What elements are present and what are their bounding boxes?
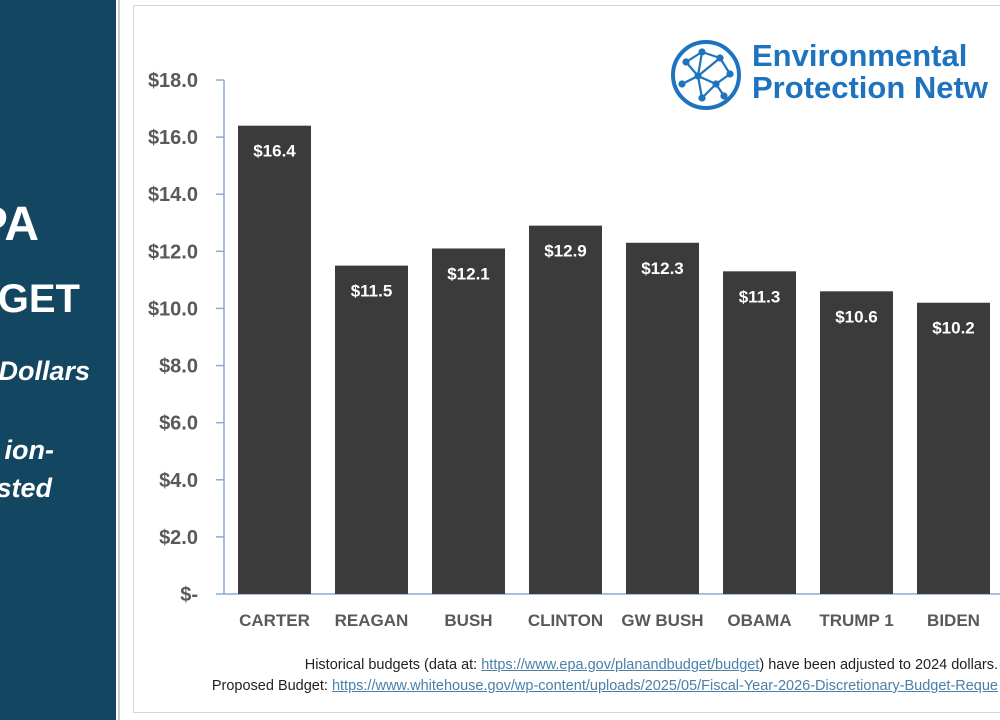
bar-data-label: $11.5 (351, 282, 393, 301)
bar (626, 242, 699, 594)
bar (529, 225, 602, 594)
x-category-label: TRUMP 1 (819, 611, 893, 630)
chart-frame: $- $2.0 $4.0 $6.0 $8.0 $10.0 $12.0 $14.0 $16.0 $1… (133, 5, 1000, 713)
y-tick-label: $12.0 (148, 241, 198, 263)
bar (723, 271, 796, 594)
y-tick-label: $10.0 (148, 298, 198, 320)
bar-data-label: $11.3 (739, 287, 781, 306)
panel-divider (118, 0, 120, 720)
x-category-label: BIDEN (927, 611, 980, 630)
subtitle-line-3: sted (0, 473, 52, 503)
bar (432, 248, 505, 594)
bar (335, 265, 408, 594)
whitehouse-budget-link[interactable]: https://www.whitehouse.gov/wp-content/up… (331, 678, 998, 694)
logo-wordmark: Environmental Protection Netw (752, 40, 988, 104)
x-category-label: CLINTON (528, 611, 603, 630)
bar-data-label: $10.2 (932, 319, 975, 338)
logo-line-2: Protection Netw (752, 70, 988, 105)
y-tick-label: $8.0 (159, 356, 198, 378)
epn-logo: Environmental Protection Netw (668, 38, 1000, 112)
x-category-label: CARTER (239, 611, 310, 630)
y-tick-label: $6.0 (159, 413, 198, 435)
subtitle-line-2: ion- (4, 435, 54, 465)
bar (820, 291, 893, 594)
bar-chart: $- $2.0 $4.0 $6.0 $8.0 $10.0 $12.0 $14.0 $16.0 $1… (148, 70, 1000, 630)
title-line-2: GET (0, 277, 80, 321)
network-globe-icon (671, 40, 741, 110)
bar (917, 302, 990, 594)
bar (238, 125, 311, 594)
title-line-1: PA (0, 198, 39, 251)
title-panel: PA GET Dollars ion- sted (0, 0, 116, 720)
y-tick-label: $2.0 (159, 527, 198, 549)
bar-data-label: $12.3 (641, 259, 684, 278)
subtitle-line-1: Dollars (0, 356, 90, 386)
bar-data-label: $12.9 (544, 242, 587, 261)
bar-data-label: $10.6 (835, 307, 878, 326)
epa-budget-link[interactable]: https://www.epa.gov/planandbudget/budget (481, 657, 760, 673)
footnote-2-prefix: Proposed Budget: (211, 678, 332, 694)
y-tick-label: $18.0 (148, 70, 198, 92)
footnote-1-prefix: Historical budgets (data at: (304, 657, 482, 673)
logo-line-1: Environmental (752, 38, 968, 73)
y-tick-label: $- (180, 584, 198, 606)
y-tick-label: $4.0 (159, 470, 198, 492)
footnote-proposed: Proposed Budget: https://www.whitehouse.… (212, 676, 998, 697)
x-category-label: BUSH (444, 611, 492, 630)
footnote-1-suffix: ) have been adjusted to 2024 dollars. (759, 657, 998, 673)
footnote-historical: Historical budgets (data at: https://www… (212, 655, 998, 676)
x-category-label: OBAMA (727, 611, 791, 630)
bar-data-label: $12.1 (447, 264, 490, 283)
x-category-label: REAGAN (335, 611, 409, 630)
x-category-label: GW BUSH (621, 611, 703, 630)
y-tick-label: $16.0 (148, 127, 198, 149)
y-tick-label: $14.0 (148, 184, 198, 206)
bar-data-label: $16.4 (253, 142, 296, 161)
footnotes: Historical budgets (data at: https://www… (212, 655, 998, 697)
